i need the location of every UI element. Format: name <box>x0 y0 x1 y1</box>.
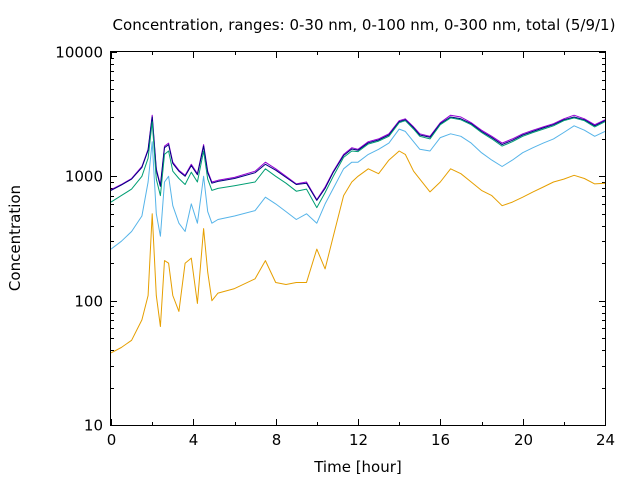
chart-title: Concentration, ranges: 0-30 nm, 0-100 nm… <box>113 16 616 34</box>
x-axis-label: Time [hour] <box>313 458 402 476</box>
x-tick-label: 0 <box>107 431 117 449</box>
series-line-2 <box>110 116 606 201</box>
series-line-5 <box>110 150 606 354</box>
series-line-1 <box>110 114 606 201</box>
x-tick-label: 16 <box>431 431 450 449</box>
x-tick-label: 24 <box>596 431 615 449</box>
plot-frame <box>110 51 606 426</box>
y-tick-label: 100 <box>74 293 103 311</box>
x-tick-label: 12 <box>349 431 368 449</box>
x-tick-label: 4 <box>189 431 199 449</box>
y-tick-label: 1000 <box>65 168 103 186</box>
x-tick-label: 8 <box>272 431 282 449</box>
x-tick-label: 20 <box>514 431 533 449</box>
y-axis-label: Concentration <box>6 185 24 291</box>
series-line-3 <box>110 117 606 209</box>
y-tick-label: 10000 <box>55 44 103 62</box>
y-tick-label: 10 <box>84 417 103 435</box>
series-line-4 <box>110 125 606 250</box>
